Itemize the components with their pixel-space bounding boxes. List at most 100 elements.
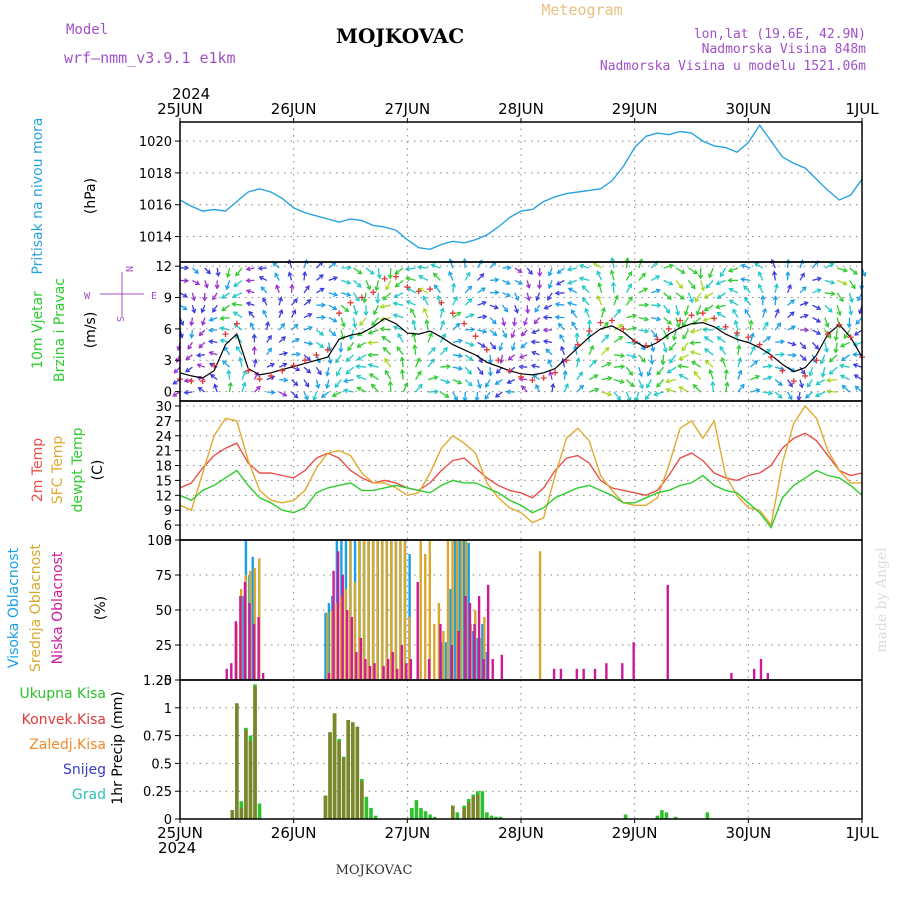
wind-arrow (588, 345, 594, 356)
wind-arrowhead (344, 307, 350, 313)
gust-marker (813, 357, 820, 364)
wind-arrowhead (666, 319, 672, 325)
precip-unit: 1hr Precip (mm) (110, 691, 126, 804)
wind-arrow (210, 374, 218, 381)
wind-arrow (328, 262, 337, 269)
wind-arrowhead (801, 344, 807, 350)
wind-arrowhead (703, 336, 709, 341)
total-precip-bar (428, 814, 432, 819)
wind-arrow (394, 267, 404, 275)
total-precip-bar (410, 807, 414, 819)
wind-arrowhead (345, 357, 351, 363)
conv-precip-bar (341, 757, 346, 819)
wind-arrowhead (200, 308, 206, 314)
wind-arrow (201, 304, 206, 313)
wind-arrowhead (643, 287, 649, 293)
wind-arrowhead (275, 284, 280, 290)
wind-arrow (464, 354, 473, 361)
wind-arrowhead (680, 269, 686, 274)
wind-arrow (315, 379, 320, 388)
y-tick-label: 30 (155, 400, 172, 415)
wind-arrowhead (732, 308, 737, 314)
wind-arrowhead (689, 340, 695, 346)
wind-arrow (663, 329, 669, 340)
wind-arrowhead (681, 321, 687, 327)
wind-arrowhead (252, 358, 258, 364)
wind-arrow (464, 285, 472, 294)
wind-arrow (401, 357, 404, 368)
wind-arrow (266, 363, 275, 368)
wind-arrowhead (445, 379, 451, 385)
y-tick-label: 0.75 (143, 730, 172, 745)
bottom-date-label: 28JUN (498, 824, 544, 842)
wind-arrowhead (392, 313, 398, 319)
wind-arrow (588, 374, 598, 381)
wind-arrowhead (432, 272, 438, 278)
wind-arrow (758, 271, 764, 281)
gust-marker (256, 376, 263, 383)
wind-arrowhead (340, 322, 346, 328)
wind-arrowhead (507, 355, 513, 361)
wind-arrowhead (443, 347, 448, 352)
mid-cloud-bar (403, 540, 406, 680)
gust-marker (711, 315, 718, 322)
gust-marker (620, 325, 627, 332)
wind-arrowhead (755, 387, 761, 393)
low-cloud-bar (396, 668, 399, 680)
wind-arrow (201, 317, 206, 326)
wind-arrow (185, 354, 193, 361)
wind-arrowhead (664, 334, 669, 340)
wind-arrow (227, 370, 231, 380)
wind-arrowhead (581, 285, 587, 290)
gust-marker (199, 378, 206, 385)
gust-marker (472, 333, 479, 340)
low-cloud-bar (464, 596, 467, 680)
wind-arrow (357, 354, 367, 361)
wind-arrow (521, 329, 528, 337)
wind-arrow (704, 348, 714, 356)
wind-arrow (198, 329, 206, 336)
wind-arrowhead (245, 288, 251, 294)
wind-arrowhead (335, 371, 341, 377)
wind-arrowhead (494, 289, 500, 296)
low-cloud-bar (373, 663, 376, 680)
wind-arrow (613, 354, 625, 357)
top-date-ticks: 25JUN 26JUN 27JUN 28JUN 29JUN 30JUN 1JUL (157, 100, 879, 122)
mid-cloud-bar (330, 610, 334, 680)
wind-arrowhead (854, 385, 860, 391)
wind-arrowhead (737, 369, 743, 375)
y-tick-label: 75 (155, 569, 172, 584)
wind-arrowhead (819, 359, 825, 365)
wind-arrowhead (327, 359, 333, 365)
wind-arrowhead (293, 393, 299, 399)
wind-arrowhead (183, 378, 189, 384)
gust-marker (495, 357, 502, 364)
wind-arrow (582, 285, 590, 294)
wind-arrowhead (716, 336, 722, 341)
wind-arrow (246, 289, 255, 294)
wind-arrow (288, 272, 293, 281)
pressure-panel: 1014 1016 1018 1020 (139, 122, 863, 262)
wind-arrow (418, 266, 429, 269)
wind-arrow (278, 363, 287, 368)
wind-arrowhead (182, 305, 188, 311)
wind-arrow (291, 366, 300, 371)
low-cloud-bar (482, 659, 485, 680)
gust-marker (574, 341, 581, 348)
wind-arrowhead (373, 310, 378, 316)
wind-arrowhead (295, 351, 301, 357)
gust-marker (836, 321, 843, 328)
y-tick-label: 15 (155, 474, 172, 489)
wind-arrowhead (505, 280, 511, 285)
wind-arrow (253, 386, 261, 393)
wind-arrow (514, 292, 519, 301)
wind-arrow (477, 341, 486, 348)
wind-arrow (774, 379, 783, 386)
wind-arrow (427, 358, 435, 368)
wind-arrowhead (665, 308, 671, 314)
gust-marker (336, 310, 343, 317)
wind-arrow (328, 276, 338, 282)
wind-arrowhead (589, 344, 595, 350)
wind-arrow (787, 325, 796, 331)
wind-arrowhead (681, 346, 687, 352)
